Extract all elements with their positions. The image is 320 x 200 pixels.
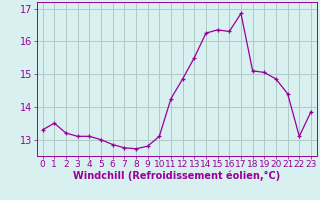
X-axis label: Windchill (Refroidissement éolien,°C): Windchill (Refroidissement éolien,°C) [73, 171, 280, 181]
